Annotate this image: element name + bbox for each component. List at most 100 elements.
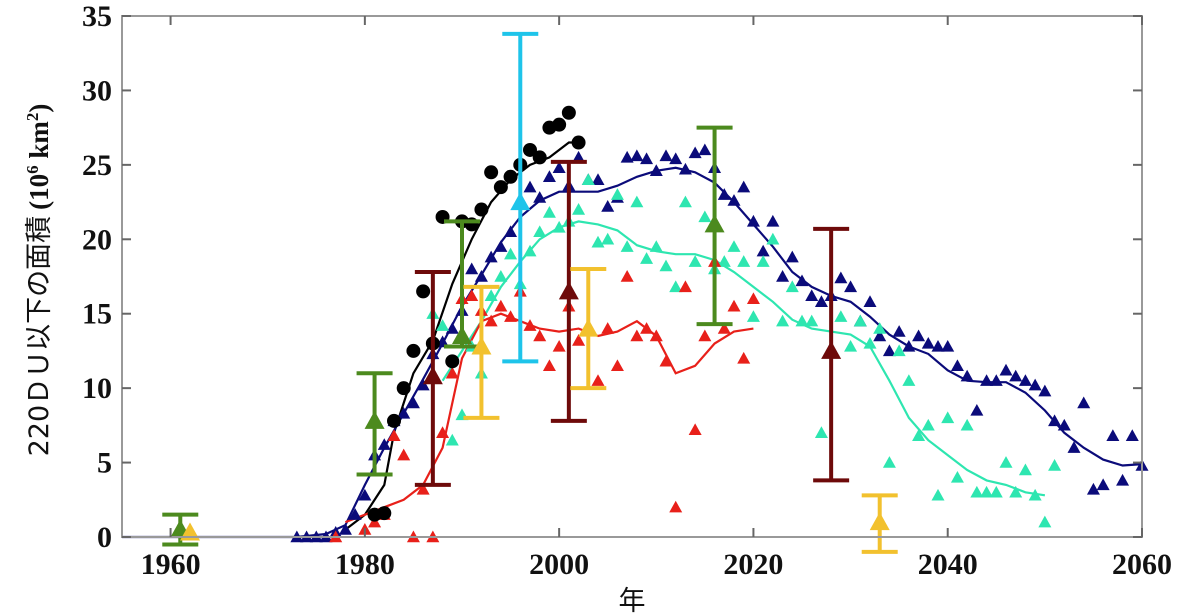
error-bar-mean-maroon (558, 281, 579, 300)
data-point-red (465, 289, 479, 302)
data-point-navy (892, 325, 906, 337)
data-point-aqua (980, 485, 994, 498)
data-point-navy (1077, 396, 1091, 409)
x-tick-label: 2040 (918, 548, 978, 581)
data-point-navy (552, 161, 566, 174)
y-tick-label: 30 (82, 74, 112, 107)
y-tick-label: 0 (97, 521, 112, 554)
y-axis-unit-close: ) (24, 104, 54, 113)
data-point-aqua (620, 240, 634, 252)
y-axis-title: 220ＤＵ以下の面積 (106 km2) (23, 104, 55, 457)
error-bar-mean-green (364, 410, 385, 429)
data-point-navy (766, 214, 780, 227)
data-point-black (503, 169, 518, 184)
trend-line-red (345, 312, 754, 524)
data-point-aqua (960, 418, 974, 431)
data-point-red (659, 354, 673, 367)
data-point-navy (756, 244, 770, 257)
data-point-aqua (1048, 459, 1062, 471)
y-axis-unit-km: km (24, 121, 54, 166)
data-point-aqua (717, 255, 731, 267)
data-point-black (474, 202, 489, 217)
data-point-aqua (669, 280, 683, 293)
data-point-aqua (504, 247, 518, 260)
data-point-navy (688, 146, 702, 159)
y-tick-label: 20 (82, 223, 112, 256)
data-point-aqua (766, 232, 780, 245)
data-point-navy (484, 250, 498, 263)
data-point-red (416, 482, 430, 495)
data-point-red (717, 322, 731, 334)
data-point-aqua (989, 485, 1003, 498)
data-point-red (397, 448, 411, 461)
data-point-aqua (776, 314, 790, 327)
data-point-aqua (678, 195, 692, 208)
data-point-navy (873, 329, 887, 342)
data-point-black (377, 506, 392, 521)
data-point-navy (1086, 482, 1100, 495)
data-point-navy (649, 164, 663, 177)
error-bar-mean-yellow (869, 512, 890, 531)
data-point-black (406, 343, 421, 358)
data-point-aqua (921, 418, 935, 431)
data-point-navy (727, 194, 741, 206)
data-point-aqua (445, 433, 459, 446)
data-point-black (416, 284, 431, 299)
data-point-red (484, 314, 498, 327)
data-point-navy (572, 150, 586, 163)
data-point-aqua (494, 270, 508, 282)
data-point-aqua (552, 220, 566, 233)
data-point-navy (941, 339, 955, 352)
data-point-aqua (1028, 488, 1042, 501)
data-point-navy (1057, 418, 1071, 431)
y-axis-unit-exponent: 6 (23, 165, 42, 174)
data-point-red (640, 322, 654, 334)
data-point-aqua (640, 252, 654, 264)
data-point-navy (902, 339, 916, 352)
data-point-aqua (814, 426, 828, 438)
data-point-navy (504, 225, 518, 238)
data-point-aqua (912, 429, 926, 441)
data-point-black (523, 142, 537, 157)
data-point-aqua (436, 319, 450, 331)
data-point-aqua (533, 225, 547, 238)
data-point-aqua (882, 456, 896, 468)
data-point-navy (542, 170, 556, 182)
data-point-aqua (601, 232, 615, 245)
data-point-navy (882, 344, 896, 357)
data-point-navy (931, 339, 945, 352)
data-point-navy (1096, 478, 1110, 491)
data-point-aqua (970, 485, 984, 498)
data-point-aqua (834, 310, 848, 322)
error-bar-mean-green (704, 214, 725, 233)
x-tick-label: 2060 (1112, 548, 1172, 581)
data-point-navy (348, 508, 362, 520)
x-tick-label: 2020 (723, 548, 783, 581)
data-point-red (698, 329, 712, 342)
data-point-navy (737, 180, 751, 193)
data-point-aqua (572, 203, 586, 215)
data-point-aqua (746, 310, 760, 322)
data-point-navy (659, 149, 673, 162)
plot-frame (121, 15, 1143, 538)
data-point-black (396, 381, 411, 396)
data-point-navy (678, 162, 692, 175)
x-tick-label: 2000 (529, 548, 589, 581)
data-point-aqua (737, 255, 751, 267)
data-point-red (727, 299, 741, 312)
data-point-navy (814, 295, 828, 308)
data-point-aqua (591, 235, 605, 248)
data-point-aqua (630, 195, 644, 208)
data-point-navy (445, 322, 459, 334)
data-point-aqua (999, 456, 1013, 468)
data-point-aqua (1009, 485, 1023, 498)
error-bar-mean-maroon (422, 366, 443, 385)
data-point-red (591, 374, 605, 386)
data-point-aqua (610, 188, 624, 200)
data-point-navy (921, 336, 935, 349)
data-point-navy (523, 180, 537, 193)
data-point-navy (805, 289, 819, 302)
data-point-navy (970, 403, 984, 416)
data-point-navy (1038, 384, 1052, 397)
data-point-aqua (931, 488, 945, 501)
